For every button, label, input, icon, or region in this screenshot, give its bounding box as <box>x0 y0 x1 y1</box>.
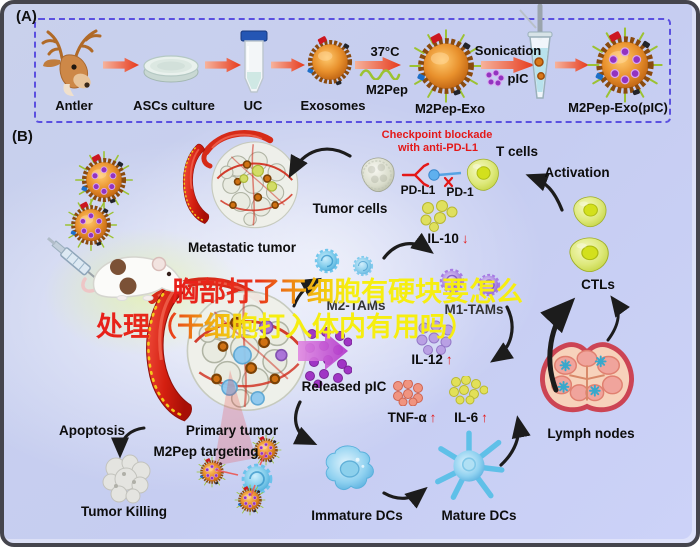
immature-dc-icon <box>325 445 374 490</box>
t-cells-label: T cells <box>495 144 539 159</box>
il12-name: IL-12 <box>411 352 443 367</box>
mature-dcs-label: Mature DCs <box>441 508 517 523</box>
petri-dish-icon <box>143 55 199 83</box>
step-label-uc: UC <box>243 98 263 113</box>
il10-label: IL-10 ↓ <box>427 231 468 246</box>
step-label-m2pep-exo-pic: M2Pep-Exo(pIC) <box>568 100 668 115</box>
step-label-antler: Antler <box>55 98 93 113</box>
tumor-cell-icon <box>360 157 395 193</box>
sonication-tube-icon <box>519 4 553 99</box>
flow-arrow-icon <box>555 58 589 72</box>
lymph-nodes-label: Lymph nodes <box>547 426 635 441</box>
il10-direction-arrow: ↓ <box>461 231 469 246</box>
activation-label: Activation <box>544 165 610 180</box>
apoptotic-cell-icon <box>102 454 151 504</box>
watermark-line2: 处理（干细胞打入体内有用吗） <box>96 305 474 344</box>
metastatic-tumor-label: Metastatic tumor <box>187 240 297 255</box>
il12-direction-arrow: ↑ <box>445 352 453 367</box>
step-label-ascs-culture: ASCs culture <box>133 98 215 113</box>
ctl-cell-icon <box>569 237 609 273</box>
targeting-exosome-icon <box>196 456 228 488</box>
pd-l1-label: PD-L1 <box>400 183 436 197</box>
m2pep-targeting-label: M2Pep targeting <box>153 444 259 459</box>
flow-arrow-icon <box>205 57 241 73</box>
tnf-direction-arrow: ↑ <box>429 410 437 425</box>
arrow-to-ctls-thin <box>606 295 630 342</box>
arrow-immature-to-mature-dc <box>382 486 428 509</box>
pd-1-head-icon <box>428 169 440 181</box>
m2pep-peptide-icon <box>359 69 401 80</box>
m2pep-exo-pic-icon <box>586 26 664 104</box>
il6-label: IL-6 ↑ <box>454 410 488 425</box>
mouse-icon <box>81 256 192 301</box>
ctls-label: CTLs <box>581 277 615 292</box>
exosome-icon <box>300 32 360 92</box>
il10-dots-icon <box>420 200 458 232</box>
primary-tumor-label: Primary tumor <box>185 423 279 438</box>
apoptosis-label: Apoptosis <box>59 423 125 438</box>
immature-dcs-label: Immature DCs <box>311 508 403 523</box>
m2pep-exo-icon <box>408 28 484 104</box>
tnf-dots-icon <box>393 380 423 406</box>
panel-a-label: (A) <box>16 8 37 25</box>
pic-dots-icon <box>485 69 505 87</box>
lymph-node-icon <box>538 336 636 424</box>
flow-arrow-icon <box>103 57 139 73</box>
m1-tams-label: M1-TAMs <box>444 302 504 317</box>
metastatic-tumor-graphic <box>182 130 299 229</box>
il12-dots-icon <box>416 320 454 355</box>
panel-b-label: (B) <box>12 128 33 145</box>
antler-deer-icon <box>41 29 102 96</box>
pd-1-label: PD-1 <box>446 185 474 199</box>
m2-tams-label: M2-TAMs <box>327 298 386 313</box>
il10-name: IL-10 <box>427 231 459 246</box>
mature-dc-icon <box>435 430 505 500</box>
il6-dots-icon <box>449 376 488 405</box>
targeting-exosome-icon <box>234 484 266 516</box>
released-pic-label: Released pIC <box>301 379 387 394</box>
il6-name: IL-6 <box>454 410 479 425</box>
tumor-cells-label: Tumor cells <box>312 201 388 216</box>
tumor-killing-label: Tumor Killing <box>81 504 167 519</box>
il12-label: IL-12 ↑ <box>411 352 452 367</box>
arrow-activation <box>525 173 564 212</box>
watermark-line1: 胸部打了干细胞有硬块要怎么 <box>172 270 523 309</box>
tnf-name: TNF-α <box>387 410 427 425</box>
arrow-m2-to-m1 <box>382 232 434 260</box>
panel-a-box <box>34 18 671 123</box>
pic-label: pIC <box>507 71 529 86</box>
il6-direction-arrow: ↑ <box>481 410 488 425</box>
tnf-label: TNF-α ↑ <box>388 410 437 425</box>
m2pep-label: M2Pep <box>366 82 408 97</box>
sonication-label: Sonication <box>474 43 542 58</box>
step-label-exosomes: Exosomes <box>300 98 366 113</box>
checkpoint-blockade-line2: with anti-PD-L1 <box>397 142 479 154</box>
uc-tube-icon <box>240 30 268 93</box>
temperature-label: 37°C <box>370 44 400 59</box>
checkpoint-blockade-line1: Checkpoint blockade <box>381 129 493 141</box>
step-label-m2pep-exo: M2Pep-Exo <box>414 101 486 116</box>
